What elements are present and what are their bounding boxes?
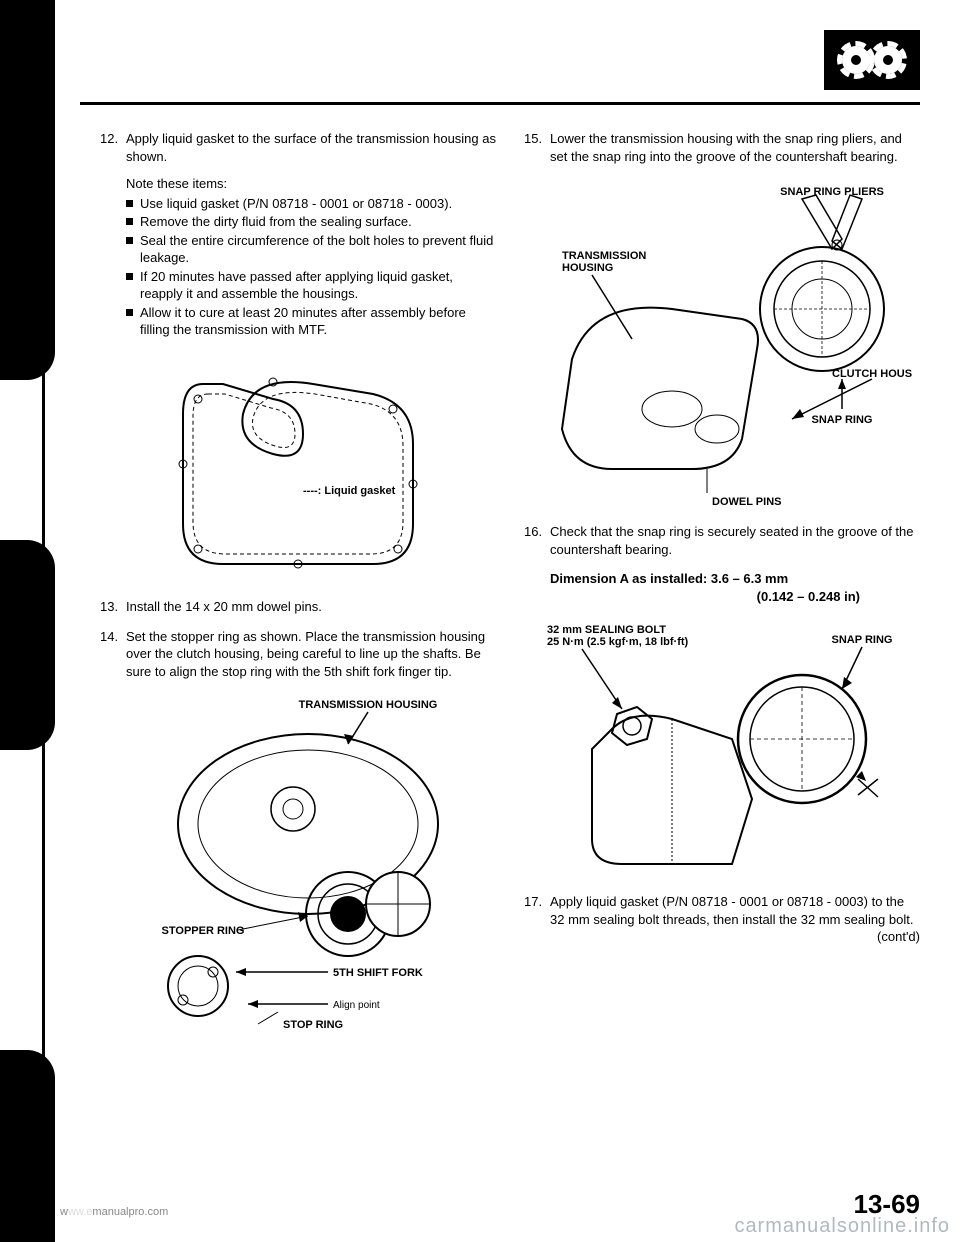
bullet-item: If 20 minutes have passed after applying… bbox=[126, 268, 496, 303]
figure-label: ----: Liquid gasket bbox=[303, 485, 396, 497]
step-number: 17. bbox=[524, 893, 550, 946]
figure-sealing-bolt: 32 mm SEALING BOLT 25 N·m (2.5 kgf·m, 18… bbox=[524, 619, 920, 879]
step-text: Check that the snap ring is securely sea… bbox=[550, 523, 920, 558]
stopper-ring-label: STOPPER RING bbox=[162, 925, 245, 937]
figure-title: TRANSMISSION HOUSING bbox=[299, 699, 438, 711]
step-14: 14. Set the stopper ring as shown. Place… bbox=[100, 628, 496, 681]
step-text: Set the stopper ring as shown. Place the… bbox=[126, 628, 496, 681]
header-rule bbox=[80, 102, 920, 105]
step-17: 17. Apply liquid gasket (P/N 08718 - 000… bbox=[524, 893, 920, 946]
contd-label: (cont'd) bbox=[877, 928, 920, 946]
step-text: Install the 14 x 20 mm dowel pins. bbox=[126, 598, 496, 616]
step-number: 12. bbox=[100, 130, 126, 340]
figure-snap-ring-install: SNAP RING PLIERS SNAP RING bbox=[524, 179, 920, 509]
gears-icon bbox=[824, 30, 920, 90]
step-13: 13. Install the 14 x 20 mm dowel pins. bbox=[100, 598, 496, 616]
step-text: Apply liquid gasket to the surface of th… bbox=[126, 130, 496, 165]
snap-ring-label: SNAP RING bbox=[812, 414, 873, 426]
gear-icon bbox=[874, 46, 902, 74]
svg-text:TRANSMISSION HOUSI: TRANSMISSION HOUSING bbox=[562, 250, 649, 274]
figure-stopper-ring: TRANSMISSION HOUSING ST bbox=[100, 694, 496, 1034]
dimension-spec: Dimension A as installed: 3.6 – 6.3 mm (… bbox=[550, 570, 920, 605]
svg-text:32 mm SEALING BOLT: 32 mm SEALING BOLT 25 N·m (2.5 kgf·m, 18… bbox=[547, 624, 689, 648]
step-body: Apply liquid gasket to the surface of th… bbox=[126, 130, 496, 340]
snap-ring-label: SNAP RING bbox=[832, 634, 893, 646]
bullet-item: Seal the entire circumference of the bol… bbox=[126, 232, 496, 267]
step-number: 15. bbox=[524, 130, 550, 165]
align-point-label: Align point bbox=[333, 1000, 380, 1011]
step-16: 16. Check that the snap ring is securely… bbox=[524, 523, 920, 558]
binding-tab-mid bbox=[0, 540, 55, 750]
footer-source: www.emanualpro.com bbox=[60, 1206, 168, 1218]
manual-page: 12. Apply liquid gasket to the surface o… bbox=[0, 0, 960, 1242]
bullet-item: Remove the dirty fluid from the sealing … bbox=[126, 213, 496, 231]
left-column: 12. Apply liquid gasket to the surface o… bbox=[100, 130, 496, 1182]
bullet-item: Use liquid gasket (P/N 08718 - 0001 or 0… bbox=[126, 195, 496, 213]
bullet-list: Use liquid gasket (P/N 08718 - 0001 or 0… bbox=[126, 195, 496, 339]
right-column: 15. Lower the transmission housing with … bbox=[524, 130, 920, 1182]
step-number: 14. bbox=[100, 628, 126, 681]
pliers-label: SNAP RING PLIERS bbox=[780, 186, 884, 198]
binding-tab-bot bbox=[0, 1050, 55, 1242]
stop-ring-label: STOP RING bbox=[283, 1019, 343, 1031]
dowel-label: DOWEL PINS bbox=[712, 496, 781, 508]
clutch-label: CLUTCH HOUSING bbox=[832, 368, 912, 380]
step-text: Lower the transmission housing with the … bbox=[550, 130, 920, 165]
dimension-line1: Dimension A as installed: 3.6 – 6.3 mm bbox=[550, 570, 920, 588]
step-text: Apply liquid gasket (P/N 08718 - 0001 or… bbox=[550, 894, 913, 927]
content-columns: 12. Apply liquid gasket to the surface o… bbox=[100, 130, 920, 1182]
note-heading: Note these items: bbox=[126, 175, 496, 193]
dimension-line2: (0.142 – 0.248 in) bbox=[550, 588, 920, 606]
binding-tab-top bbox=[0, 0, 55, 380]
gear-icon bbox=[842, 46, 870, 74]
step-12: 12. Apply liquid gasket to the surface o… bbox=[100, 130, 496, 340]
step-number: 13. bbox=[100, 598, 126, 616]
step-body: Apply liquid gasket (P/N 08718 - 0001 or… bbox=[550, 893, 920, 946]
shift-fork-label: 5TH SHIFT FORK bbox=[333, 967, 423, 979]
watermark: carmanualsonline.info bbox=[734, 1215, 950, 1238]
figure-gasket: ----: Liquid gasket bbox=[100, 354, 496, 584]
bullet-item: Allow it to cure at least 20 minutes aft… bbox=[126, 304, 496, 339]
step-number: 16. bbox=[524, 523, 550, 558]
step-15: 15. Lower the transmission housing with … bbox=[524, 130, 920, 165]
